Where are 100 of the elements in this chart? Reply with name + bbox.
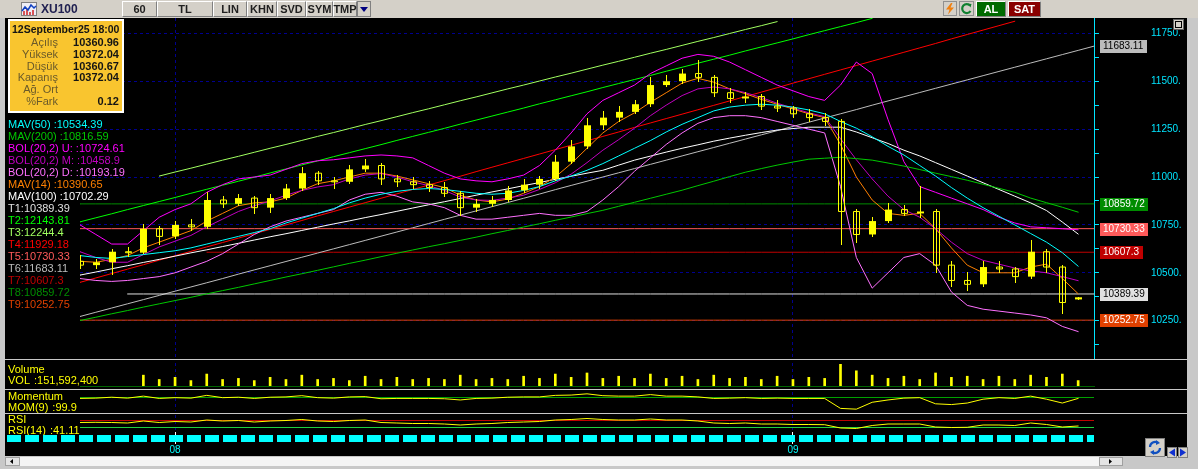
bar xyxy=(237,378,240,386)
bar xyxy=(443,379,446,386)
text: T3:12244.4 xyxy=(8,226,64,239)
y-tick-label: 10750. xyxy=(1151,218,1182,230)
text: TL xyxy=(178,3,192,15)
data-label: 10730.33 xyxy=(1103,223,1146,235)
text: T7:10607.3 xyxy=(8,274,64,287)
candlestick xyxy=(647,76,654,108)
candlestick xyxy=(917,185,924,219)
bar xyxy=(870,374,874,386)
x-tick-label: 08 xyxy=(169,443,182,455)
candlestick xyxy=(1059,264,1066,315)
text: MAV(14) :10390.65 xyxy=(8,178,103,191)
text: MAV(200) :10816.59 xyxy=(8,130,109,143)
y-tick-label: 10500. xyxy=(1151,266,1182,278)
data-label: 10252.75 xyxy=(1103,314,1146,326)
y-tick-label: 11250. xyxy=(1151,122,1181,134)
y-tick-label: 10250. xyxy=(1151,314,1182,326)
text: T4:11929.18 xyxy=(8,238,69,251)
text: BOL(20,2) D: :10193.19 xyxy=(8,166,125,179)
bar xyxy=(934,372,937,386)
chart-title: RSI xyxy=(8,413,27,426)
text: BOL(20,2) U: :10724.61 xyxy=(8,142,125,155)
text: :41.11 xyxy=(49,424,80,437)
text: LIN xyxy=(221,3,239,15)
text: VOL xyxy=(8,374,31,387)
bar xyxy=(807,376,811,386)
text: Ağ. Ort xyxy=(23,83,58,95)
bar xyxy=(205,373,209,386)
bar xyxy=(538,378,541,386)
data-label: 10389.39 xyxy=(1103,288,1146,300)
candlestick xyxy=(346,164,353,185)
text: RSI(14) xyxy=(8,424,46,437)
bar xyxy=(855,370,858,386)
annotation: 0.12 xyxy=(97,95,119,107)
text: :99.9 xyxy=(52,400,77,413)
candlestick xyxy=(964,271,971,292)
text: T8:10859.72 xyxy=(8,286,70,299)
candlestick xyxy=(552,154,559,182)
text: 60 xyxy=(133,3,146,15)
bar xyxy=(617,375,621,386)
text: Yüksek xyxy=(21,48,58,60)
text: MAV(100) :10702.29 xyxy=(8,190,109,203)
candlestick xyxy=(853,208,860,244)
x-tick-label: 09 xyxy=(787,443,799,455)
candlestick xyxy=(156,225,163,246)
candlestick xyxy=(378,162,385,186)
bar xyxy=(712,374,716,386)
text: T5:10730.33 xyxy=(8,250,70,263)
bar xyxy=(332,378,335,386)
data-label: 11683.11 xyxy=(1103,40,1144,52)
bar xyxy=(553,373,557,386)
bar xyxy=(664,378,668,386)
text: SAT xyxy=(1013,3,1036,15)
annotation: 10372.04 xyxy=(73,71,119,83)
bar xyxy=(918,379,922,386)
bar xyxy=(1013,379,1017,386)
bar xyxy=(649,373,652,386)
annotation: 10360.96 xyxy=(73,36,119,48)
bar xyxy=(427,378,430,386)
bar xyxy=(1060,373,1064,386)
bar xyxy=(823,378,826,386)
text: Kapanış xyxy=(17,71,58,83)
bar xyxy=(633,378,636,386)
bar xyxy=(1029,374,1032,386)
annotation: 10372.04 xyxy=(73,48,119,60)
bar xyxy=(458,374,462,386)
bar xyxy=(363,375,367,386)
series-label: T2:12143.81 xyxy=(8,214,70,227)
candlestick xyxy=(838,118,845,246)
text: Açılış xyxy=(31,36,58,48)
candlestick xyxy=(267,193,274,214)
bar xyxy=(1045,376,1048,386)
text: %Fark xyxy=(26,95,58,107)
text: MAV(50) :10534.39 xyxy=(8,118,103,131)
text: T1:10389.39 xyxy=(8,202,70,215)
candlestick xyxy=(695,59,702,83)
candlestick xyxy=(980,260,987,288)
candlestick xyxy=(140,223,147,255)
bar xyxy=(965,375,969,386)
data-label: 10859.72 xyxy=(1103,198,1146,210)
candlestick xyxy=(457,190,464,217)
bar xyxy=(142,374,145,386)
candlestick xyxy=(600,110,607,131)
bar xyxy=(522,375,525,386)
bar xyxy=(300,374,304,386)
bar xyxy=(252,380,256,386)
chart-title: Momentum xyxy=(8,390,64,403)
text: BOL(20,2) M: :10458.9 xyxy=(8,154,120,167)
chart-title: XU100 xyxy=(41,2,78,16)
candlestick xyxy=(885,202,892,224)
candlestick xyxy=(711,74,718,98)
annotation: :151,592,400 xyxy=(34,374,99,387)
annotation: 12September25 18:00 xyxy=(12,23,120,35)
bar xyxy=(411,379,415,386)
candlestick xyxy=(933,208,940,274)
text: T6:11683.11 xyxy=(8,262,69,275)
annotation: 10360.67 xyxy=(73,60,119,72)
y-tick-label: 11000. xyxy=(1151,170,1181,182)
series-label: T9:10252.75 xyxy=(8,298,70,311)
